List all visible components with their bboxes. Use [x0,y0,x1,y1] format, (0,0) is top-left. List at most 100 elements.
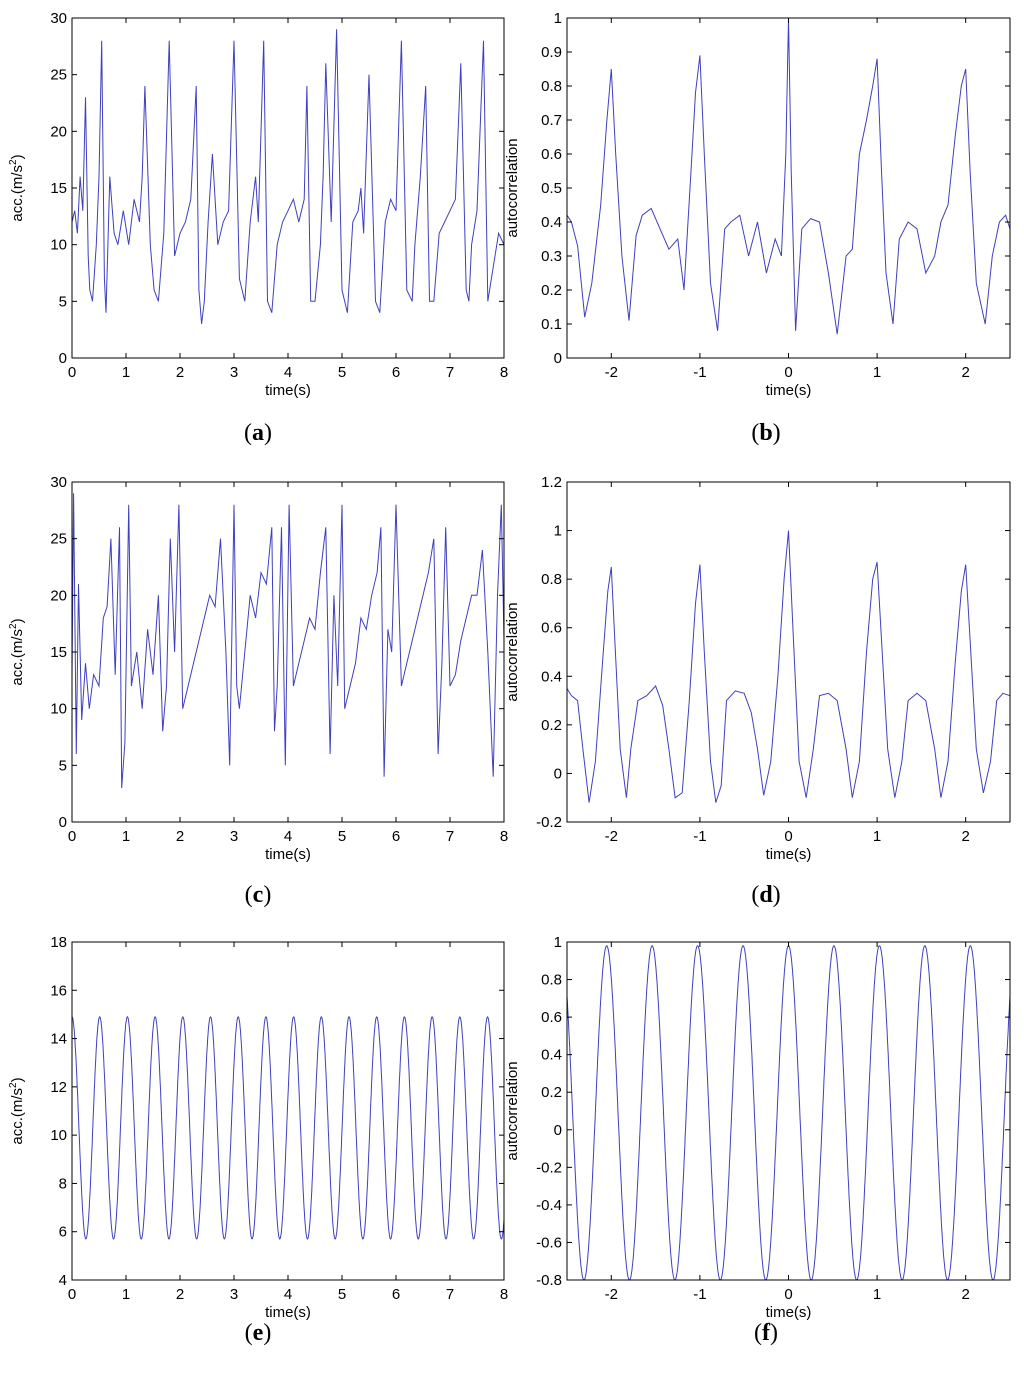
x-tick-label-e: 2 [176,1286,184,1303]
x-tick-label-e: 7 [446,1286,454,1303]
x-tick-label-c: 5 [338,828,346,845]
x-tick-label-d: -1 [693,828,706,845]
y-tick-label-e: 8 [59,1175,67,1192]
x-tick-label-f: -1 [693,1286,706,1303]
series-line-c [71,493,505,789]
panel-label-d: (d) [751,882,781,908]
x-tick-label-c: 6 [392,828,400,845]
y-tick-label-b: 0.9 [541,44,562,61]
y-tick-label-d: -0.2 [536,814,562,831]
x-tick-label-e: 4 [284,1286,292,1303]
x-tick-label-a: 0 [68,364,76,381]
x-tick-label-c: 3 [230,828,238,845]
x-tick-label-a: 2 [176,364,184,381]
y-tick-label-b: 0.7 [541,112,562,129]
x-tick-label-e: 1 [122,1286,130,1303]
y-tick-label-b: 0 [554,350,562,367]
chart-f: -2 -1 0 1 2 -0.8 -0.6 -0.4 -0.2 0 0.2 0.4 0.6 0.8 1 tim… [504,934,1011,1321]
y-tick-label-c: 15 [50,644,67,661]
x-tick-label-a: 3 [230,364,238,381]
y-tick-label-a: 15 [50,180,67,197]
y-tick-label-e: 6 [59,1224,67,1241]
y-tick-label-f: 0.2 [541,1084,562,1101]
y-tick-label-f: -0.4 [536,1197,562,1214]
y-axis-label-b: autocorrelation [504,138,521,237]
y-tick-label-f: 1 [554,934,562,951]
y-tick-label-a: 0 [59,350,67,367]
y-tick-label-b: 0.4 [541,214,562,231]
x-tick-label-f: -2 [605,1286,618,1303]
y-tick-label-b: 1 [554,10,562,27]
y-tick-label-d: 0 [554,765,562,782]
y-tick-label-f: 0.4 [541,1047,562,1064]
x-tick-label-e: 0 [68,1286,76,1303]
y-axis-label-f: autocorrelation [504,1061,521,1160]
series-line-a [71,29,505,325]
chart-c: 0 1 2 3 4 5 6 7 8 0 5 10 15 20 25 30 time(s) acc.(m/s2) [8,474,508,863]
y-tick-label-e: 14 [50,1031,67,1048]
x-axis-label-a: time(s) [265,382,311,399]
y-tick-label-b: 0.3 [541,248,562,265]
panel-label-e: (e) [244,1320,272,1346]
y-tick-label-d: 1.2 [541,474,562,491]
y-tick-label-b: 0.5 [541,180,562,197]
x-tick-label-a: 1 [122,364,130,381]
x-tick-label-a: 5 [338,364,346,381]
x-tick-label-b: 0 [784,364,792,381]
x-tick-label-c: 4 [284,828,292,845]
y-tick-label-f: 0.6 [541,1009,562,1026]
y-tick-label-a: 25 [50,67,67,84]
y-tick-label-a: 30 [50,10,67,27]
y-tick-label-b: 0.2 [541,282,562,299]
plot-frame-b [566,17,1011,359]
y-tick-label-e: 18 [50,934,67,951]
x-tick-label-c: 8 [500,828,508,845]
y-tick-label-c: 10 [50,701,67,718]
x-tick-label-a: 8 [500,364,508,381]
x-tick-label-c: 2 [176,828,184,845]
y-tick-label-c: 0 [59,814,67,831]
x-tick-label-b: -1 [693,364,706,381]
x-tick-label-a: 7 [446,364,454,381]
panel-label-f: (f) [754,1320,778,1346]
y-tick-label-c: 20 [50,587,67,604]
series-line-b [566,17,1011,335]
x-tick-label-f: 2 [962,1286,970,1303]
series-line-e [71,1015,505,1240]
x-tick-label-b: 1 [873,364,881,381]
x-tick-label-e: 5 [338,1286,346,1303]
y-tick-label-d: 0.8 [541,571,562,588]
x-axis-label-d: time(s) [766,846,812,863]
chart-b: -2 -1 0 1 2 0 0.1 0.2 0.3 0.4 0.5 0.6 0.7 0.8 0.9 1 time… [504,10,1011,399]
y-tick-label-c: 30 [50,474,67,491]
y-tick-label-e: 4 [59,1272,67,1289]
y-axis-label-d: autocorrelation [504,602,521,701]
y-axis-label-e: acc.(m/s2) [8,1077,26,1144]
x-tick-label-d: -2 [605,828,618,845]
y-axis-label-c: acc.(m/s2) [8,618,26,685]
x-tick-label-c: 0 [68,828,76,845]
series-line-d [566,530,1011,803]
x-tick-label-e: 3 [230,1286,238,1303]
x-tick-label-c: 7 [446,828,454,845]
x-tick-label-f: 1 [873,1286,881,1303]
y-tick-label-d: 0.4 [541,668,562,685]
y-tick-label-e: 16 [50,982,67,999]
y-axis-label-a: acc.(m/s2) [8,154,26,221]
panel-label-b: (b) [751,420,781,446]
x-tick-label-e: 8 [500,1286,508,1303]
x-tick-label-c: 1 [122,828,130,845]
chart-d: -2 -1 0 1 2 -0.2 0 0.2 0.4 0.6 0.8 1 1.2 time(s) autoc… [504,474,1011,863]
x-axis-label-b: time(s) [766,382,812,399]
y-tick-label-a: 10 [50,237,67,254]
y-tick-label-d: 0.2 [541,717,562,734]
y-tick-label-f: -0.2 [536,1159,562,1176]
y-tick-label-b: 0.6 [541,146,562,163]
panel-label-a: (a) [244,420,272,446]
x-tick-label-e: 6 [392,1286,400,1303]
x-axis-label-e: time(s) [265,1304,311,1321]
plot-frame-f [566,941,1011,1281]
x-tick-label-b: 2 [962,364,970,381]
y-tick-label-f: -0.6 [536,1234,562,1251]
